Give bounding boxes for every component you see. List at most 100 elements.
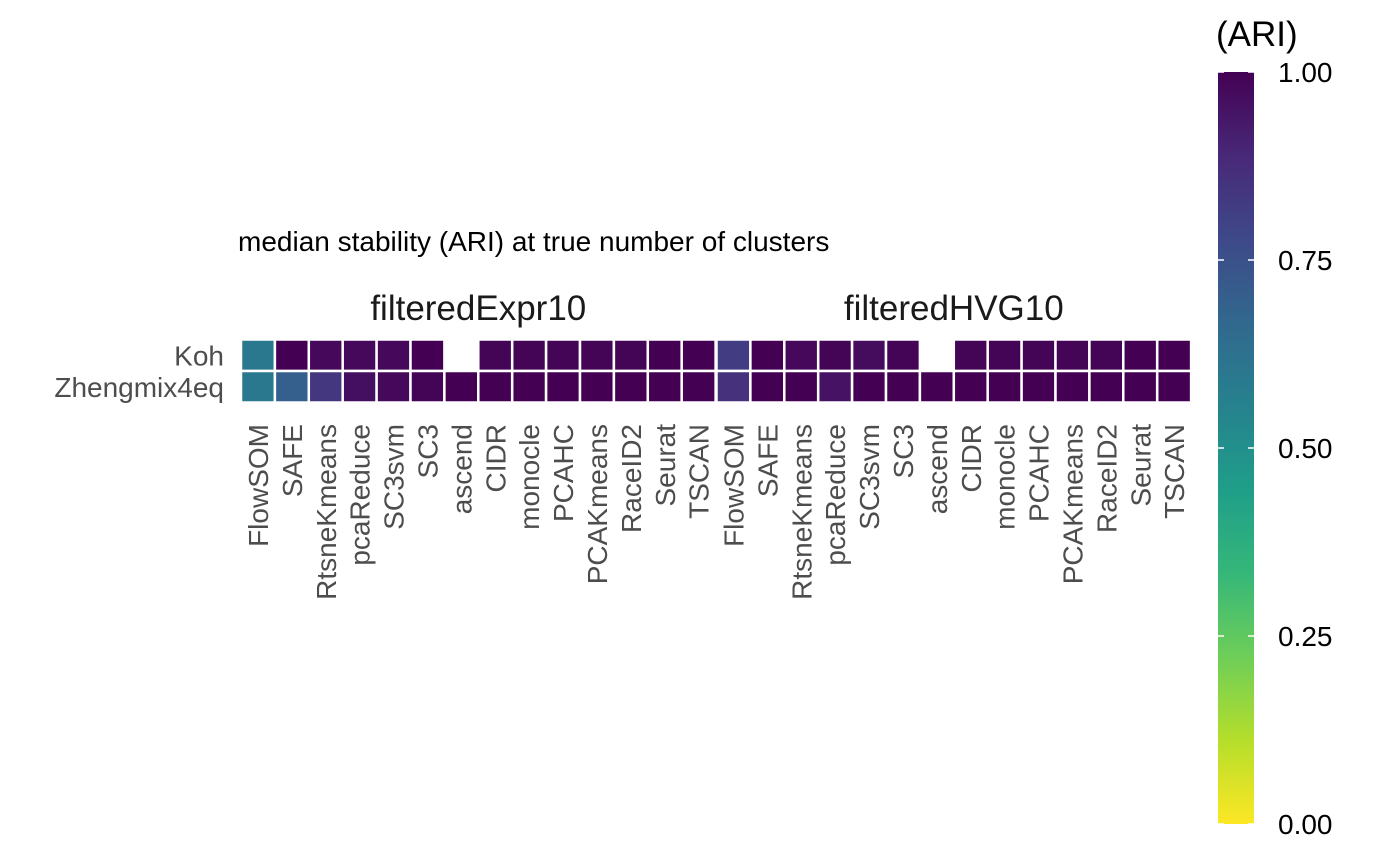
column-label: ascend [446, 424, 477, 514]
heatmap-cell [986, 338, 1023, 373]
column-label: Seurat [650, 424, 681, 507]
legend-ticks: 0.00 0.25 0.50 0.75 1.00 [1218, 57, 1333, 840]
column-label: ascend [922, 424, 953, 514]
heatmap-cell [510, 338, 548, 373]
heatmap-cell [1088, 338, 1125, 373]
legend-title: (ARI) [1216, 15, 1298, 54]
heatmap-cell [646, 369, 683, 404]
heatmap-cell [884, 338, 922, 373]
heatmap-cell [715, 338, 752, 373]
heatmap-cell [273, 369, 311, 404]
column-label: FlowSOM [718, 424, 749, 547]
heatmap-cell [544, 369, 582, 404]
heatmap-cell [273, 338, 311, 373]
column-label: SAFE [752, 424, 783, 497]
column-label: pcaReduce [345, 424, 376, 566]
column-label: pcaReduce [820, 424, 851, 566]
heatmap-cell [544, 338, 582, 373]
heatmap-cell [783, 338, 820, 373]
facet-label: filteredExpr10 [370, 289, 586, 328]
column-label: SAFE [277, 424, 308, 497]
column-label: PCAKmeans [1057, 424, 1088, 584]
heatmap-cell [307, 369, 344, 404]
heatmap-cell [612, 338, 650, 373]
heatmap-cell [239, 369, 277, 404]
column-label: SC3svm [379, 424, 410, 530]
legend-tick-label: 1.00 [1278, 57, 1333, 88]
heatmap-cell [749, 369, 786, 404]
heatmap-cell [341, 369, 378, 404]
facet-label: filteredHVG10 [844, 289, 1064, 328]
heatmap-cell [239, 338, 277, 373]
column-label: PCAKmeans [582, 424, 613, 584]
heatmap-cell [1122, 369, 1159, 404]
color-legend: (ARI) 0.00 0.25 0.50 0.75 1.00 [1216, 15, 1333, 840]
facet-filteredExpr10: filteredExpr10 FlowSOM SAFE RtsneKmeans pcaR… [239, 289, 717, 600]
column-label: PCAHC [1024, 424, 1055, 522]
heatmap-cell [341, 338, 378, 373]
heatmap-cell [646, 338, 683, 373]
heatmap-cell [1155, 338, 1193, 373]
column-label: TSCAN [684, 424, 715, 519]
heatmap-cell [986, 369, 1023, 404]
heatmap-cell [918, 369, 956, 404]
facet-filteredHVG10: filteredHVG10 FlowSOM SAFE RtsneKmeans pcaRe… [715, 289, 1193, 600]
heatmap-cell [307, 338, 344, 373]
heatmap-cell [375, 338, 412, 373]
heatmap-cell [1155, 369, 1193, 404]
column-label: TSCAN [1159, 424, 1190, 519]
legend-tick-label: 0.75 [1278, 245, 1333, 276]
column-label: CIDR [480, 424, 511, 492]
heatmap-cell [477, 338, 514, 373]
column-label: CIDR [956, 424, 987, 492]
legend-tick-label: 0.50 [1278, 433, 1333, 464]
column-label: FlowSOM [243, 424, 274, 547]
heatmap-cell [952, 369, 989, 404]
heatmap-cell [375, 369, 412, 404]
heatmap-cell [783, 369, 820, 404]
heatmap-cell [715, 369, 752, 404]
heatmap-cell [884, 369, 922, 404]
chart-title: median stability (ARI) at true number of… [238, 226, 829, 257]
heatmap-cell [816, 338, 854, 373]
heatmap-cell [477, 369, 514, 404]
column-label: SC3 [412, 424, 443, 478]
legend-tick-label: 0.25 [1278, 621, 1333, 652]
heatmap-cell [850, 369, 888, 404]
column-label: PCAHC [548, 424, 579, 522]
column-label: RaceID2 [1091, 424, 1122, 533]
column-label: monocle [514, 424, 545, 530]
heatmap-cell [1088, 369, 1125, 404]
heatmap-cell [680, 369, 717, 404]
heatmap-cell [850, 338, 888, 373]
heatmap-cell [1020, 369, 1057, 404]
column-label: SC3 [888, 424, 919, 478]
column-label: RtsneKmeans [311, 424, 342, 600]
heatmap-cell [443, 369, 480, 404]
heatmap-cell [409, 338, 446, 373]
heatmap-cell [612, 369, 650, 404]
heatmap-cell [680, 338, 717, 373]
column-label: monocle [990, 424, 1021, 530]
column-label: SC3svm [854, 424, 885, 530]
column-label: Seurat [1125, 424, 1156, 507]
heatmap-cell [1054, 338, 1091, 373]
column-label: RtsneKmeans [786, 424, 817, 600]
column-label: RaceID2 [616, 424, 647, 533]
legend-tick-label: 0.00 [1278, 809, 1333, 840]
heatmap-cell [1122, 338, 1159, 373]
heatmap-cell [749, 338, 786, 373]
row-label: Zhengmix4eq [54, 372, 224, 403]
heatmap-cell [409, 369, 446, 404]
heatmap-cell [578, 369, 616, 404]
heatmap-cell [1054, 369, 1091, 404]
heatmap-cell [952, 338, 989, 373]
heatmap-cell [578, 338, 616, 373]
heatmap-cell [816, 369, 854, 404]
heatmap-cell [510, 369, 548, 404]
heatmap-cell [1020, 338, 1057, 373]
row-label: Koh [174, 340, 224, 371]
